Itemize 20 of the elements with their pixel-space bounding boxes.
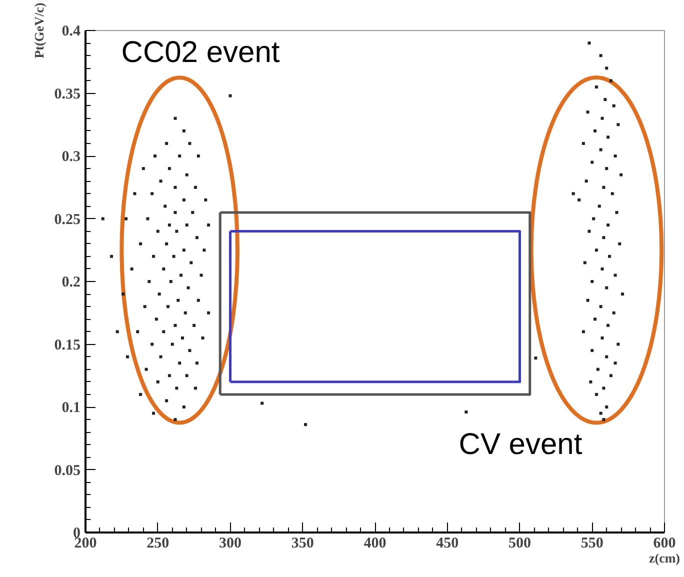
x-tick-label: 400 — [364, 536, 386, 552]
x-tick-label: 500 — [508, 536, 531, 552]
x-tick-label: 350 — [291, 536, 314, 552]
y-tick-label: 0.15 — [54, 337, 80, 354]
y-tick-label: 0.35 — [54, 86, 80, 102]
y-tick-label: 0.4 — [62, 24, 81, 40]
x-tick-label: 600 — [653, 536, 676, 552]
y-tick-label: 0.25 — [54, 212, 80, 228]
y-tick-label: 0.2 — [62, 274, 80, 290]
x-tick-label: 450 — [436, 536, 459, 552]
annotation: CC02 event — [121, 36, 280, 69]
x-axis-title: z(cm) — [648, 550, 680, 566]
y-tick-label: 0.1 — [62, 400, 80, 416]
x-tick-label: 300 — [219, 536, 242, 552]
y-tick-label: 0.05 — [54, 462, 80, 479]
y-tick-label: 0.3 — [62, 149, 80, 165]
annotation: CV event — [458, 428, 583, 461]
x-tick-label: 550 — [580, 536, 604, 552]
x-tick-label: 250 — [146, 536, 170, 552]
y-axis-title: Pt(GeV/c) — [31, 2, 46, 58]
